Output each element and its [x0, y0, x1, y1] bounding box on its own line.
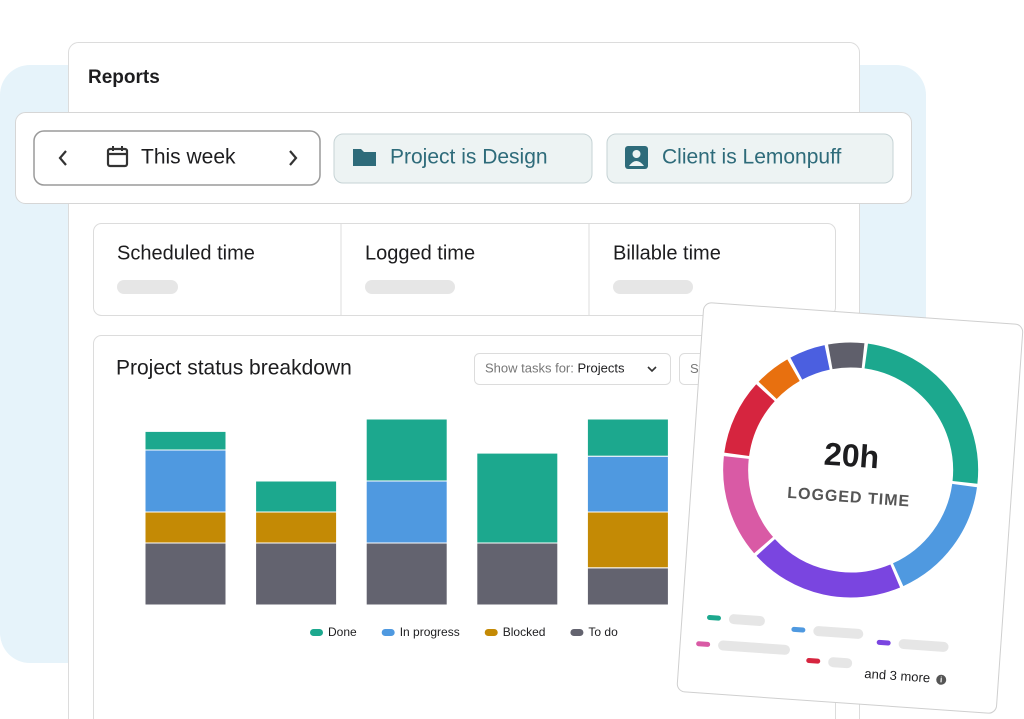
donut-segment: [756, 538, 901, 598]
legend-label: Done: [328, 625, 357, 639]
client-icon: [625, 146, 648, 169]
donut-segment: [790, 345, 831, 380]
bar-segment: [586, 418, 669, 457]
legend-label: In progress: [400, 625, 460, 639]
info-icon[interactable]: [936, 674, 947, 685]
donut-center-value: 20h: [823, 436, 881, 476]
skeleton: [117, 280, 178, 294]
legend-label: To do: [588, 625, 618, 639]
legend-swatch: [696, 641, 711, 647]
legend-swatch: [381, 629, 395, 636]
skeleton: [718, 640, 790, 655]
legend-swatch: [707, 614, 721, 621]
bar-segment: [144, 449, 227, 513]
dropdown-value: Projects: [578, 361, 625, 376]
page-title: Reports: [88, 67, 160, 88]
more-note[interactable]: and 3 more: [864, 666, 931, 686]
donut-segment: [758, 359, 801, 400]
bar-segment: [255, 511, 338, 544]
legend-swatch: [876, 639, 891, 646]
skeleton: [365, 280, 455, 294]
donut-segment: [723, 456, 774, 554]
legend-swatch: [484, 629, 498, 636]
calendar-icon: [106, 146, 129, 168]
legend-swatch: [806, 657, 821, 664]
info-icon-glyph: i: [940, 675, 943, 684]
skeleton: [613, 280, 693, 294]
bar-segment: [255, 480, 338, 513]
bar-segment: [586, 567, 669, 606]
skeleton: [898, 639, 949, 652]
project-filter-label[interactable]: Project is Design: [390, 146, 548, 169]
donut-segment: [724, 384, 775, 457]
dropdown-label: Show tasks for:: [485, 361, 574, 376]
tasks-dropdown[interactable]: [474, 353, 671, 385]
skeleton: [813, 626, 864, 639]
skeleton: [828, 657, 853, 669]
bar-segment: [476, 542, 559, 606]
bar-segment: [365, 542, 448, 606]
period-label[interactable]: This week: [141, 146, 236, 169]
legend-swatch: [310, 629, 323, 636]
bar-segment: [255, 542, 338, 606]
bar-segment: [144, 542, 227, 606]
bar-segment: [144, 511, 227, 544]
legend-swatch: [570, 629, 584, 636]
bar-segment: [365, 418, 448, 482]
panel-title: Project status breakdown: [116, 357, 352, 380]
metric-label: Billable time: [613, 242, 721, 264]
metric-label: Logged time: [365, 242, 475, 264]
metric-label: Scheduled time: [117, 242, 255, 264]
skeleton: [728, 614, 765, 626]
next-icon[interactable]: [289, 150, 298, 166]
donut-card: 20h LOGGED TIME and 3 more i: [676, 302, 1024, 714]
project-filter[interactable]: [333, 133, 593, 184]
bar-segment: [144, 430, 227, 451]
bar-segment: [586, 455, 669, 513]
client-filter-label[interactable]: Client is Lemonpuff: [662, 146, 842, 169]
metrics-box: [93, 223, 836, 316]
donut-segment: [892, 483, 977, 587]
dropdown-text[interactable]: Show tasks for: Projects: [485, 361, 625, 376]
donut-segment: [828, 342, 865, 370]
bar-segment: [365, 480, 448, 544]
bar-segment: [476, 452, 559, 544]
donut-segment: [864, 343, 979, 484]
prev-icon[interactable]: [58, 150, 67, 166]
chevron: [647, 366, 657, 373]
bar-chart: Done In progress Blocked To do: [144, 418, 669, 639]
client-filter[interactable]: [606, 133, 894, 184]
period-picker[interactable]: [33, 130, 321, 186]
legend-label: Blocked: [503, 625, 546, 639]
folder-icon: [353, 149, 376, 166]
bar-segment: [586, 511, 669, 569]
legend-swatch: [791, 626, 806, 633]
